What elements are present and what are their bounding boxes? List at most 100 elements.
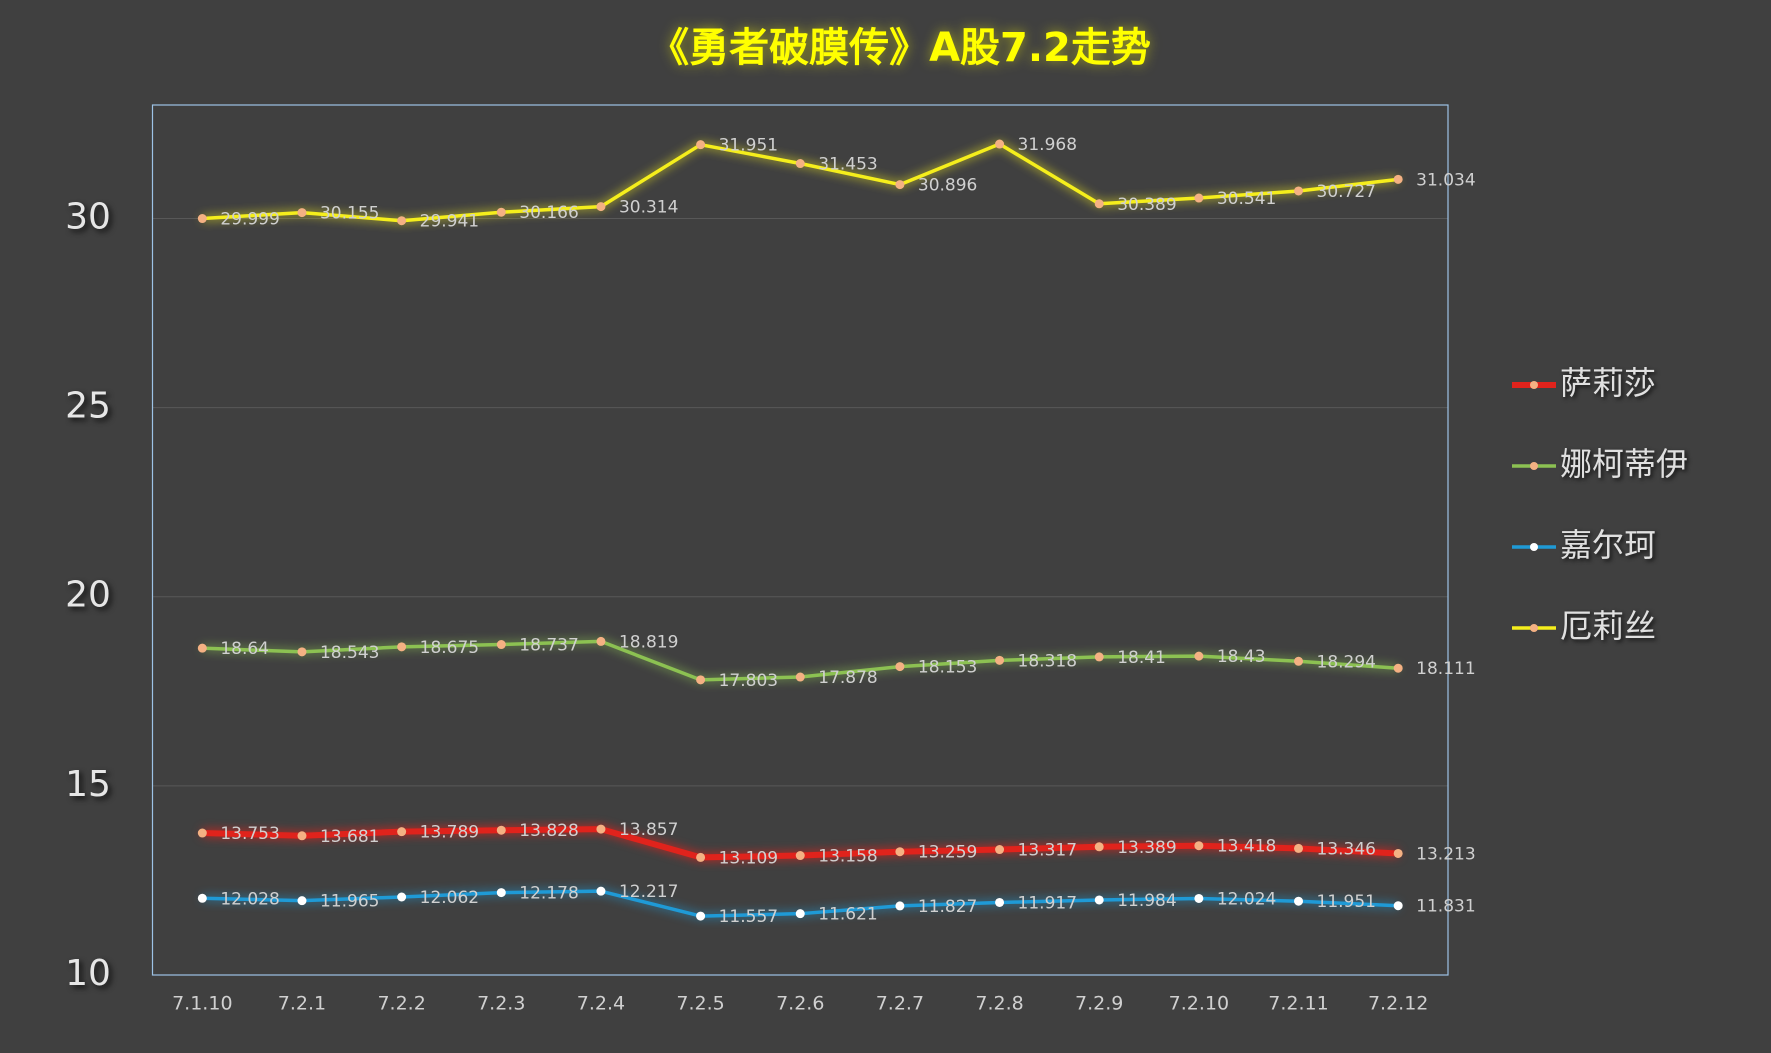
marker [1294,843,1304,853]
marker [696,140,706,150]
marker [496,640,506,650]
data-label: 31.951 [719,136,778,156]
marker [1393,901,1403,911]
marker [1294,656,1304,666]
marker [895,662,905,672]
marker [397,827,407,837]
data-label: 29.999 [220,210,279,230]
data-label: 11.984 [1117,891,1176,911]
marker [995,845,1005,855]
legend-label: 嘉尔珂 [1560,526,1656,564]
data-label: 31.968 [1018,135,1077,155]
marker [1393,848,1403,858]
data-label: 13.346 [1317,839,1376,859]
data-label: 11.557 [719,907,778,927]
y-tick-label: 10 [65,953,111,994]
marker [1294,186,1304,196]
data-label: 11.827 [918,897,977,917]
data-label: 12.028 [220,889,279,909]
marker [696,911,706,921]
data-label: 30.389 [1117,195,1176,215]
data-label: 11.621 [818,905,877,925]
x-tick-label: 7.2.3 [477,993,525,1015]
marker [795,909,805,919]
marker [1294,896,1304,906]
marker [995,139,1005,149]
marker [895,180,905,190]
marker [397,216,407,226]
data-label: 13.789 [420,823,479,843]
x-tick-label: 7.2.11 [1268,993,1328,1015]
data-label: 30.314 [619,198,678,218]
data-label: 17.803 [719,671,778,691]
data-label: 13.828 [519,821,578,841]
marker [696,675,706,685]
data-label: 13.681 [320,827,379,847]
legend-marker [1530,462,1538,470]
data-label: 29.941 [420,212,479,232]
marker [795,851,805,861]
marker [696,852,706,862]
legend-label: 娜柯蒂伊 [1560,445,1688,483]
x-tick-label: 7.2.10 [1169,993,1229,1015]
marker [596,886,606,896]
x-tick-label: 7.2.12 [1368,993,1428,1015]
data-label: 17.878 [818,668,877,688]
x-tick-label: 7.2.9 [1075,993,1123,1015]
data-label: 13.259 [918,843,977,863]
marker [1094,652,1104,662]
marker [795,159,805,169]
data-label: 30.896 [918,176,977,196]
marker [197,893,207,903]
marker [1194,193,1204,203]
data-label: 13.753 [220,824,279,844]
legend-label: 萨莉莎 [1560,364,1656,402]
marker [397,642,407,652]
data-label: 30.166 [519,203,578,223]
marker [1393,174,1403,184]
marker [1094,895,1104,905]
data-label: 18.43 [1217,647,1266,667]
x-tick-label: 7.2.7 [876,993,924,1015]
data-label: 18.153 [918,658,977,678]
marker [496,825,506,835]
data-label: 13.158 [818,847,877,867]
marker [297,831,307,841]
legend-marker [1530,624,1538,632]
data-label: 30.727 [1317,182,1376,202]
data-label: 12.217 [619,882,678,902]
data-label: 12.062 [420,888,479,908]
data-label: 18.819 [619,632,678,652]
x-tick-label: 7.2.1 [278,993,326,1015]
data-label: 11.965 [320,892,379,912]
marker [297,208,307,218]
marker [995,897,1005,907]
x-tick-label: 7.2.6 [776,993,824,1015]
marker [397,892,407,902]
marker [1094,199,1104,209]
data-label: 12.024 [1217,889,1276,909]
data-label: 18.318 [1018,651,1077,671]
data-label: 18.294 [1317,652,1376,672]
y-tick-label: 25 [65,386,111,427]
data-label: 11.917 [1018,893,1077,913]
y-tick-label: 20 [65,575,111,616]
marker [895,847,905,857]
data-label: 13.213 [1416,844,1475,864]
data-label: 18.737 [519,636,578,656]
marker [197,214,207,224]
x-tick-label: 7.1.10 [172,993,232,1015]
marker [496,888,506,898]
x-tick-label: 7.2.8 [975,993,1023,1015]
marker [496,207,506,217]
data-label: 13.317 [1018,841,1077,861]
plot-border [151,104,1449,976]
data-label: 18.675 [420,638,479,658]
data-label: 30.155 [320,204,379,224]
y-tick-label: 15 [65,764,111,805]
data-label: 13.389 [1117,838,1176,858]
y-tick-label: 30 [65,196,111,237]
marker [596,202,606,212]
marker [795,672,805,682]
